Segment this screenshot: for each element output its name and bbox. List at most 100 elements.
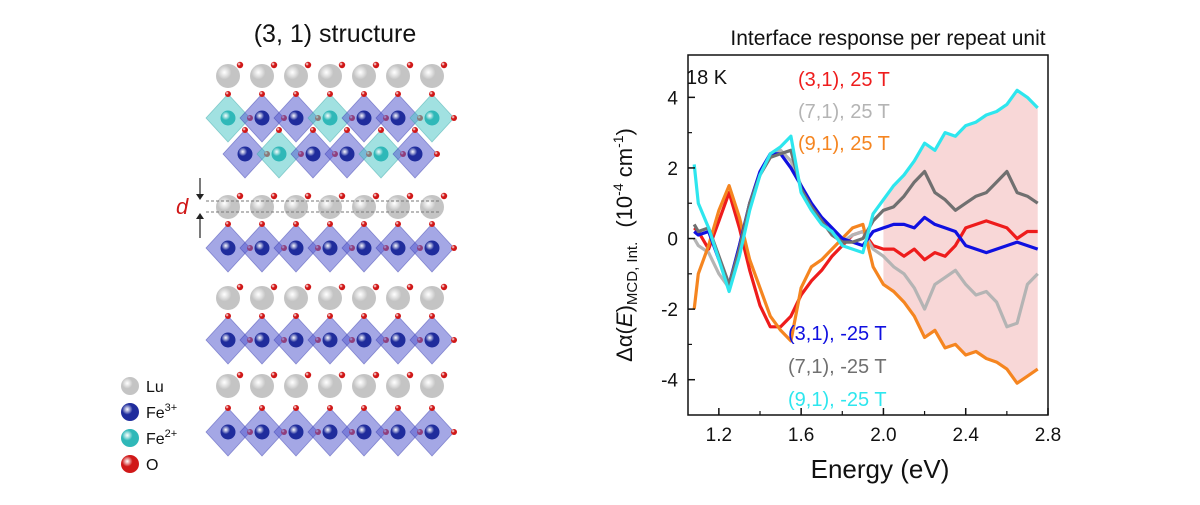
o-atom bbox=[338, 283, 346, 291]
y-label-units-mid: cm bbox=[612, 148, 637, 183]
o-atom bbox=[372, 283, 380, 291]
lu-atom bbox=[386, 64, 410, 88]
o-atom bbox=[378, 127, 384, 133]
fe3-atom bbox=[322, 240, 338, 256]
o-atom bbox=[451, 245, 457, 251]
legend-label: Fe3+ bbox=[146, 402, 177, 422]
o-atom bbox=[338, 371, 346, 379]
fe3-atom bbox=[288, 110, 304, 126]
o-atom bbox=[293, 313, 299, 319]
legend-positive-field: (3,1), 25 T (7,1), 25 T (9,1), 25 T bbox=[798, 69, 890, 155]
o-atom bbox=[293, 91, 299, 97]
o-atom bbox=[451, 337, 457, 343]
series-line-2 bbox=[692, 184, 1039, 385]
y-label-main: Δα( bbox=[612, 326, 637, 361]
legend-swatch bbox=[121, 429, 139, 447]
fe3-atom bbox=[356, 240, 372, 256]
legend-entry-top: (7,1), 25 T bbox=[798, 101, 890, 123]
lu-atom bbox=[420, 64, 444, 88]
lu-atom bbox=[420, 374, 444, 398]
lu-atom bbox=[420, 286, 444, 310]
legend-entry-bottom: (3,1), -25 T bbox=[788, 323, 887, 345]
o-atom bbox=[406, 61, 414, 69]
lu-atom bbox=[318, 195, 342, 219]
o-atom bbox=[429, 91, 435, 97]
o-atom bbox=[259, 405, 265, 411]
o-atom bbox=[327, 91, 333, 97]
y-tick-label: 0 bbox=[667, 230, 678, 251]
o-atom bbox=[406, 192, 414, 200]
legend-charge: 2+ bbox=[165, 428, 178, 440]
o-atom bbox=[225, 405, 231, 411]
legend-entry-bottom: (7,1), -25 T bbox=[788, 356, 887, 378]
y-axis-label: Δα(E)MCD, Int. (10-4 cm-1) bbox=[610, 128, 641, 362]
o-atom bbox=[327, 221, 333, 227]
o-atom bbox=[395, 221, 401, 227]
chart-panel: Interface response per repeat unit 1.2 1.… bbox=[560, 0, 1120, 500]
lu-atom bbox=[352, 64, 376, 88]
fe3-atom bbox=[424, 240, 440, 256]
legend-element: Fe bbox=[146, 405, 165, 422]
y-tick-label: 4 bbox=[667, 88, 678, 109]
o-atom bbox=[361, 405, 367, 411]
lu-atom bbox=[352, 286, 376, 310]
o-atom bbox=[361, 91, 367, 97]
mcd-chart: Interface response per repeat unit 1.2 1.… bbox=[610, 27, 1061, 484]
x-tick-label: 2.0 bbox=[870, 425, 896, 446]
fe3-atom bbox=[322, 332, 338, 348]
o-atom bbox=[395, 405, 401, 411]
o-atom bbox=[338, 192, 346, 200]
fe3-atom bbox=[254, 424, 270, 440]
legend-negative-field: (3,1), -25 T (7,1), -25 T (9,1), -25 T bbox=[788, 323, 887, 411]
legend-swatch bbox=[121, 403, 139, 421]
structure-panel: (3, 1) structure d Lu Fe3+ Fe2+ O bbox=[110, 0, 490, 500]
legend-element: Fe bbox=[146, 431, 165, 448]
o-atom bbox=[276, 127, 282, 133]
x-tick-label: 1.2 bbox=[706, 425, 732, 446]
fe2-atom bbox=[373, 146, 389, 162]
o-atom bbox=[236, 283, 244, 291]
o-atom bbox=[293, 405, 299, 411]
fe3-atom bbox=[220, 240, 236, 256]
d-arrowhead-top bbox=[196, 194, 204, 200]
o-atom bbox=[270, 283, 278, 291]
x-tick-label: 2.4 bbox=[953, 425, 980, 446]
o-atom bbox=[259, 221, 265, 227]
chart-title: Interface response per repeat unit bbox=[730, 27, 1045, 50]
lu-atom bbox=[216, 64, 240, 88]
lu-atom bbox=[250, 195, 274, 219]
lu-atom bbox=[352, 195, 376, 219]
fe3-atom bbox=[288, 424, 304, 440]
fe2-atom bbox=[271, 146, 287, 162]
lu-atom bbox=[216, 195, 240, 219]
lu-atom bbox=[352, 374, 376, 398]
lu-atom bbox=[386, 286, 410, 310]
legend-element: O bbox=[146, 457, 158, 474]
lu-atom bbox=[284, 374, 308, 398]
o-atom bbox=[395, 313, 401, 319]
fe3-atom bbox=[288, 240, 304, 256]
o-atom bbox=[372, 192, 380, 200]
fe3-atom bbox=[424, 332, 440, 348]
fe3-atom bbox=[390, 424, 406, 440]
o-atom bbox=[344, 127, 350, 133]
lu-atom bbox=[386, 374, 410, 398]
plot-area: 1.2 1.6 2.0 2.4 2.8 -4 -2 0 2 4 bbox=[661, 54, 1061, 446]
lu-atom bbox=[318, 286, 342, 310]
lu-atom bbox=[250, 374, 274, 398]
fe3-atom bbox=[390, 332, 406, 348]
legend-label: O bbox=[146, 457, 158, 474]
fe2-atom bbox=[220, 110, 236, 126]
lu-atom bbox=[318, 64, 342, 88]
fe3-atom bbox=[305, 146, 321, 162]
d-arrowhead-bottom bbox=[196, 213, 204, 219]
fe3-atom bbox=[288, 332, 304, 348]
y-label-units-close: ) bbox=[612, 128, 637, 135]
x-axis-label: Energy (eV) bbox=[811, 454, 950, 484]
o-atom bbox=[406, 283, 414, 291]
fe3-atom bbox=[390, 110, 406, 126]
x-tick-label: 2.8 bbox=[1035, 425, 1061, 446]
fe3-atom bbox=[254, 110, 270, 126]
y-label-units-pre: (10 bbox=[612, 196, 637, 228]
